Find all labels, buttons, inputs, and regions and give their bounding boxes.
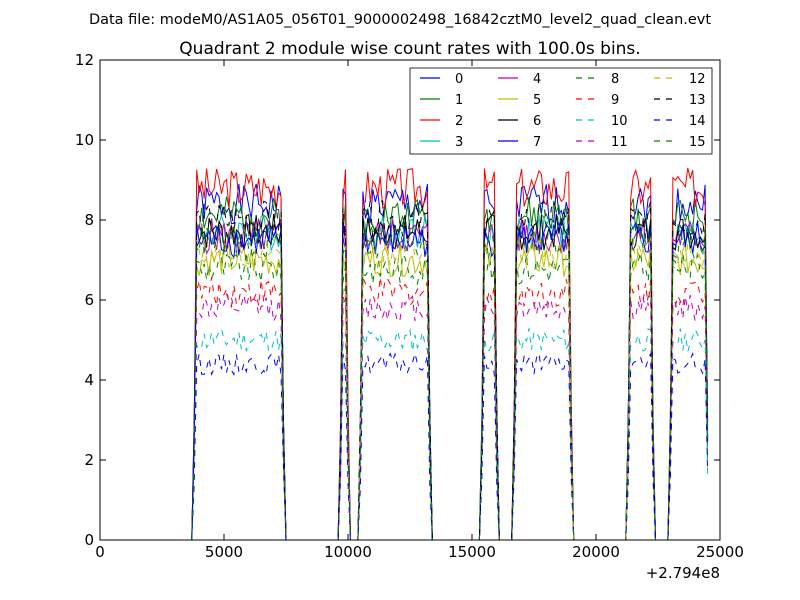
legend-label: 14 [689,114,706,129]
series-line-2 [191,167,709,540]
legend-label: 12 [689,72,706,87]
y-tick-label: 8 [84,211,94,229]
x-axis-offset-label: +2.794e8 [646,564,720,582]
legend-label: 10 [611,114,628,129]
legend-label: 1 [455,93,463,108]
legend-label: 9 [611,93,619,108]
legend-label: 6 [533,114,541,129]
legend-label: 8 [611,72,619,87]
y-tick-label: 4 [84,371,94,389]
legend-label: 3 [455,135,463,150]
series-line-11 [191,292,709,540]
y-tick-label: 10 [75,131,94,149]
series-line-0 [191,183,709,540]
y-tick-label: 12 [75,51,94,69]
x-axis: 0 5000 10000 15000 20000 25000 [95,60,744,561]
legend-label: 13 [689,93,706,108]
data-file-suptitle: Data file: modeM0/AS1A05_056T01_90000024… [89,12,711,28]
series-line-5 [191,243,709,540]
series-line-3 [191,213,709,540]
series-line-12 [191,234,709,540]
y-tick-label: 2 [84,451,94,469]
legend-label: 15 [689,135,706,150]
legend-label: 0 [455,72,463,87]
x-tick-label: 15000 [448,543,496,561]
series-line-6 [191,213,709,540]
legend-label: 5 [533,93,541,108]
y-tick-label: 0 [84,531,94,549]
legend-label: 4 [533,72,541,87]
chart-title: Quadrant 2 module wise count rates with … [179,39,640,59]
x-tick-label: 5000 [205,543,243,561]
series-line-10 [191,327,709,540]
x-tick-label: 0 [95,543,105,561]
x-tick-label: 20000 [572,543,620,561]
x-tick-label: 25000 [696,543,744,561]
series-line-1 [191,196,709,540]
legend-label: 11 [611,135,628,150]
x-tick-label: 10000 [324,543,372,561]
series-layer [191,167,709,540]
legend-label: 2 [455,114,463,129]
y-tick-label: 6 [84,291,94,309]
series-line-15 [191,221,709,540]
legend-label: 7 [533,135,541,150]
legend-frame [409,67,713,155]
